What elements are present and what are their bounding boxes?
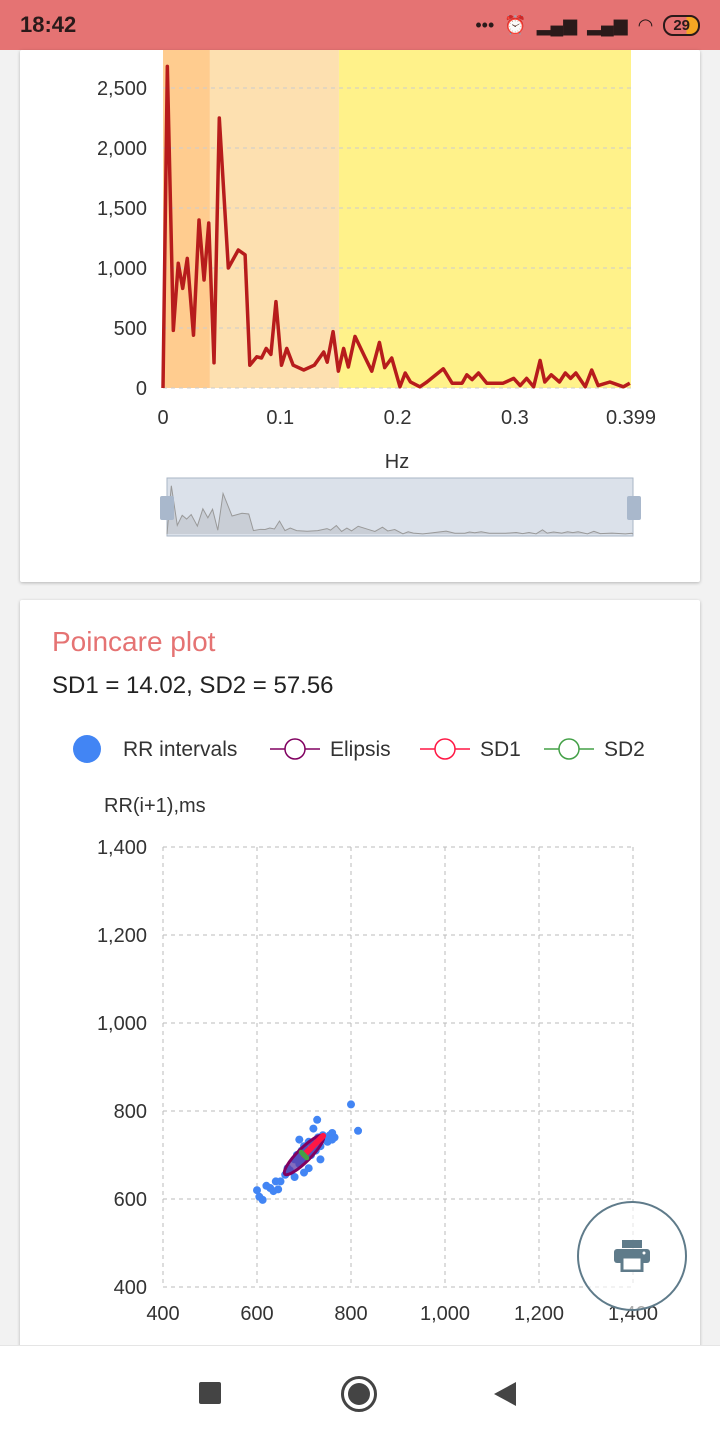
y-tick-label: 1,000 — [97, 1013, 147, 1035]
battery-icon: 29 — [663, 14, 700, 36]
y-tick-label: 1,000 — [97, 258, 147, 280]
x-tick-label: 0.399 — [606, 407, 656, 429]
alarm-icon: ⏰ — [504, 14, 527, 35]
x-axis-label: Hz — [385, 451, 409, 473]
navigator-handle-right[interactable] — [627, 496, 641, 520]
x-tick-label: 0.1 — [266, 407, 294, 429]
legend-marker-rr — [73, 735, 101, 763]
clock: 18:42 — [20, 12, 77, 37]
navigator-series — [166, 485, 634, 535]
poincare-card: Poincare plot SD1 = 14.02, SD2 = 57.56 4… — [20, 600, 700, 1360]
recent-apps-icon[interactable] — [199, 1382, 221, 1404]
y-tick-label: 0 — [136, 378, 147, 400]
rr-point — [316, 1155, 325, 1164]
y-axis-label: RR(i+1),ms — [104, 795, 206, 817]
rr-point — [274, 1185, 283, 1194]
rr-point — [258, 1195, 267, 1204]
y-tick-label: 1,200 — [97, 925, 147, 947]
status-bar: 18:42 ••• ⏰ ▂▄▆ ▂▄▆ ◠ 29 — [0, 0, 720, 50]
poincare-chart[interactable]: 400 400 600 600 800 800 1,000 1,000 1,200 1,200 1,… — [20, 600, 700, 1360]
spectrum-chart[interactable]: 0 500 1,000 1,500 2,000 2,500 0 0.1 0.2 0.3 0.399 H… — [20, 50, 700, 582]
signal-roaming-icon: ▂▄▆ — [536, 14, 578, 35]
rr-point — [295, 1135, 304, 1144]
band-lf — [209, 50, 339, 388]
rr-point — [313, 1115, 322, 1124]
navigation-bar — [0, 1345, 720, 1440]
rr-point — [354, 1126, 363, 1135]
print-icon — [614, 1240, 650, 1272]
legend-label: SD2 — [604, 738, 645, 761]
x-tick-label: 600 — [240, 1303, 273, 1325]
y-tick-label: 2,500 — [97, 78, 147, 100]
rr-point — [328, 1135, 337, 1144]
x-tick-label: 1,200 — [514, 1303, 564, 1325]
x-tick-label: 1,000 — [420, 1303, 470, 1325]
y-tick-label: 500 — [114, 318, 147, 340]
rr-point — [304, 1164, 313, 1173]
y-tick-label: 400 — [114, 1277, 147, 1299]
legend-label: RR intervals — [123, 738, 237, 761]
y-tick-label: 800 — [114, 1101, 147, 1123]
navigator-handle-left[interactable] — [160, 496, 174, 520]
x-tick-label: 0 — [157, 407, 168, 429]
rr-point — [253, 1186, 261, 1195]
legend-label: Elipsis — [330, 738, 391, 761]
sd-values: SD1 = 14.02, SD2 = 57.56 — [52, 672, 334, 699]
y-tick-label: 1,500 — [97, 198, 147, 220]
sd2-line — [298, 1149, 310, 1161]
print-button[interactable] — [577, 1201, 687, 1311]
legend-marker — [558, 738, 580, 760]
x-tick-label: 400 — [146, 1303, 179, 1325]
rr-point — [276, 1177, 285, 1186]
legend-label: SD1 — [480, 738, 521, 761]
home-icon[interactable] — [341, 1376, 377, 1412]
rr-point — [290, 1173, 299, 1181]
wifi-icon: ◠ — [637, 14, 654, 35]
more-dots-icon: ••• — [475, 14, 495, 35]
x-tick-label: 0.2 — [384, 407, 412, 429]
poincare-title: Poincare plot — [52, 626, 216, 657]
y-tick-label: 600 — [114, 1189, 147, 1211]
y-tick-label: 1,400 — [97, 837, 147, 859]
spectrum-line — [161, 64, 631, 389]
rr-point — [309, 1124, 318, 1133]
y-tick-label: 2,000 — [97, 138, 147, 160]
spectrum-card: 0 500 1,000 1,500 2,000 2,500 0 0.1 0.2 0.3 0.399 H… — [20, 50, 700, 582]
band-hf — [338, 50, 631, 388]
signal-icon: ▂▄▆ — [587, 14, 628, 35]
back-icon[interactable] — [494, 1382, 516, 1406]
x-tick-label: 800 — [334, 1303, 367, 1325]
legend-marker — [284, 738, 306, 760]
x-tick-label: 0.3 — [501, 407, 529, 429]
legend-marker — [434, 738, 456, 760]
sd1-line — [301, 1132, 327, 1158]
rr-point — [347, 1100, 355, 1109]
